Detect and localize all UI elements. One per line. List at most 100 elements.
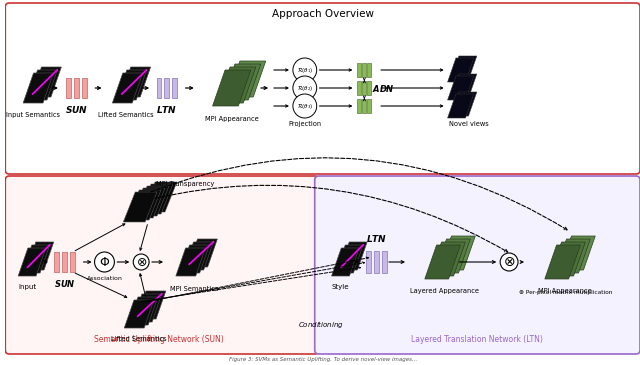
FancyArrowPatch shape [150, 158, 567, 230]
Bar [374, 251, 379, 273]
Polygon shape [120, 67, 150, 97]
Polygon shape [180, 245, 209, 273]
Bar [362, 81, 366, 95]
Polygon shape [26, 242, 54, 270]
Text: MPI Appearance: MPI Appearance [538, 288, 591, 294]
Bar [164, 78, 170, 98]
Text: $\otimes$: $\otimes$ [503, 255, 515, 269]
Bar [172, 78, 177, 98]
Polygon shape [425, 245, 460, 279]
Text: Layered Appearance: Layered Appearance [410, 288, 479, 294]
Bar [70, 252, 76, 272]
FancyBboxPatch shape [5, 176, 319, 354]
Bar [367, 63, 371, 77]
Circle shape [95, 252, 115, 272]
Circle shape [293, 58, 317, 82]
Text: Projection: Projection [288, 121, 321, 127]
Polygon shape [227, 61, 266, 97]
Polygon shape [113, 73, 143, 103]
Text: Novel views: Novel views [449, 121, 488, 127]
Bar [381, 251, 387, 273]
Bar [367, 81, 371, 95]
Bar [62, 252, 67, 272]
Text: Lifted Semantics: Lifted Semantics [111, 336, 167, 342]
Bar [366, 251, 371, 273]
Text: Style: Style [332, 284, 349, 290]
Polygon shape [447, 76, 474, 100]
Polygon shape [335, 245, 363, 273]
Bar [367, 99, 371, 113]
Polygon shape [545, 245, 580, 279]
Polygon shape [451, 56, 477, 80]
Polygon shape [135, 186, 169, 216]
Polygon shape [124, 192, 157, 222]
Text: $\mathcal{R}(\theta_3)$: $\mathcal{R}(\theta_3)$ [296, 101, 313, 111]
FancyBboxPatch shape [315, 176, 640, 354]
Polygon shape [555, 239, 590, 273]
Text: Φ: Φ [100, 255, 109, 269]
Text: $\bfit{ADN}$: $\bfit{ADN}$ [372, 82, 395, 93]
Polygon shape [440, 236, 476, 270]
Text: $\mathcal{R}(\theta_2)$: $\mathcal{R}(\theta_2)$ [296, 83, 313, 93]
Text: MPI Semantics: MPI Semantics [170, 286, 218, 292]
Polygon shape [550, 242, 586, 276]
Text: ⊗ Per-pixel matrix mutiplication: ⊗ Per-pixel matrix mutiplication [519, 290, 612, 295]
Text: $\otimes$: $\otimes$ [136, 255, 147, 269]
Text: $\bfit{LTN}$: $\bfit{LTN}$ [365, 233, 387, 244]
Bar [362, 63, 366, 77]
Polygon shape [131, 188, 165, 218]
Polygon shape [176, 248, 205, 276]
Polygon shape [223, 64, 260, 100]
Bar [357, 63, 362, 77]
Polygon shape [23, 73, 53, 103]
Text: $\mathit{Conditioning}$: $\mathit{Conditioning}$ [298, 319, 344, 330]
Text: $\bfit{SUN}$: $\bfit{SUN}$ [54, 278, 76, 289]
Polygon shape [132, 294, 162, 322]
Polygon shape [447, 58, 474, 82]
Text: $\bfit{SUN}$: $\bfit{SUN}$ [65, 104, 88, 115]
Text: $\bfit{LTN}$: $\bfit{LTN}$ [156, 104, 177, 115]
Polygon shape [136, 291, 166, 319]
Polygon shape [116, 70, 147, 100]
Polygon shape [127, 190, 161, 220]
Circle shape [500, 253, 518, 271]
Bar [357, 81, 362, 95]
Polygon shape [188, 239, 218, 267]
Bar [82, 78, 87, 98]
Text: Layered Translation Network (LTN): Layered Translation Network (LTN) [412, 335, 543, 344]
Bar [74, 78, 79, 98]
Text: Input Semantics: Input Semantics [6, 112, 60, 118]
Polygon shape [339, 242, 367, 270]
Polygon shape [143, 182, 177, 212]
Bar [54, 252, 60, 272]
Circle shape [133, 254, 149, 270]
Polygon shape [18, 248, 46, 276]
Polygon shape [22, 245, 50, 273]
Text: Figure 3: SVMs as Semantic Uplifting. To derive novel-view images...: Figure 3: SVMs as Semantic Uplifting. To… [228, 357, 417, 362]
Bar [357, 99, 362, 113]
Polygon shape [447, 94, 474, 118]
Text: Input: Input [18, 284, 36, 290]
FancyArrowPatch shape [155, 185, 508, 252]
Polygon shape [184, 242, 213, 270]
Text: Semantic Uplifting Network (SUN): Semantic Uplifting Network (SUN) [94, 335, 224, 344]
Circle shape [293, 76, 317, 100]
FancyBboxPatch shape [5, 3, 640, 174]
Polygon shape [332, 248, 359, 276]
Bar [362, 99, 366, 113]
Polygon shape [451, 74, 477, 98]
Polygon shape [128, 297, 158, 325]
Polygon shape [31, 67, 61, 97]
Text: MPI Appearance: MPI Appearance [205, 116, 259, 122]
Polygon shape [218, 67, 256, 103]
Polygon shape [435, 239, 470, 273]
Polygon shape [124, 300, 154, 328]
Polygon shape [27, 70, 58, 100]
Polygon shape [139, 184, 173, 214]
Bar [157, 78, 161, 98]
Polygon shape [429, 242, 465, 276]
Text: MPI Transparency: MPI Transparency [156, 181, 214, 187]
Polygon shape [559, 236, 595, 270]
Text: Association: Association [86, 276, 122, 281]
Polygon shape [212, 70, 251, 106]
